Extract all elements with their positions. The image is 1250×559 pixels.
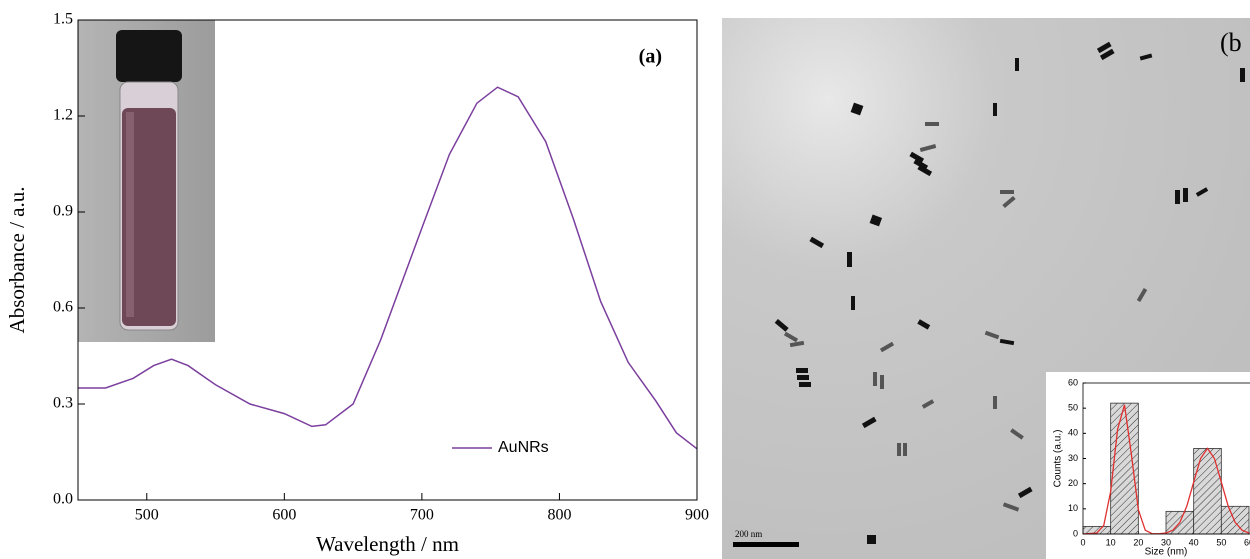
panel-label: (b bbox=[1220, 28, 1242, 57]
y-tick-label: 0.0 bbox=[53, 491, 73, 508]
scale-bar-label: 200 nm bbox=[735, 529, 762, 539]
x-axis-title: Wavelength / nm bbox=[316, 532, 459, 556]
panel-label: (a) bbox=[639, 46, 662, 68]
x-tick-label: 700 bbox=[410, 507, 434, 524]
y-tick-label: 20 bbox=[1068, 478, 1078, 488]
histogram-bar bbox=[1220, 505, 1250, 535]
y-axis-title: Absorbance / a.u. bbox=[5, 187, 29, 334]
x-tick-label: 0 bbox=[1080, 537, 1085, 547]
y-tick-label: 1.5 bbox=[53, 11, 73, 28]
fit-curve bbox=[1082, 404, 1250, 535]
y-tick-label: 0.6 bbox=[53, 299, 73, 316]
y-tick-label: 60 bbox=[1068, 377, 1078, 387]
plot-frame bbox=[77, 19, 698, 501]
histogram-bar bbox=[1193, 448, 1222, 535]
x-tick-label: 600 bbox=[272, 507, 296, 524]
histogram-bar bbox=[1110, 402, 1139, 535]
x-tick-label: 10 bbox=[1106, 537, 1116, 547]
x-tick-label: 60 bbox=[1244, 537, 1250, 547]
tem-image: 200 nm (b bbox=[722, 18, 1250, 559]
y-axis-title: Counts (a.u.) bbox=[1053, 430, 1064, 488]
x-tick-label: 800 bbox=[547, 507, 571, 524]
y-tick-label: 40 bbox=[1068, 428, 1078, 438]
x-axis-title: Size (nm) bbox=[1145, 547, 1188, 558]
x-tick-label: 20 bbox=[1133, 537, 1143, 547]
x-tick-label: 40 bbox=[1189, 537, 1199, 547]
y-tick-label: 50 bbox=[1068, 403, 1078, 413]
y-tick-label: 0 bbox=[1073, 528, 1078, 538]
spectrum-line bbox=[78, 86, 698, 450]
legend-label: AuNRs bbox=[498, 439, 549, 456]
x-tick-label: 500 bbox=[135, 507, 159, 524]
y-tick-label: 30 bbox=[1068, 453, 1078, 463]
y-tick-label: 0.9 bbox=[53, 203, 73, 220]
x-tick-label: 50 bbox=[1216, 537, 1226, 547]
y-tick-label: 0.3 bbox=[53, 395, 73, 412]
photo-inset bbox=[78, 20, 215, 342]
y-tick-label: 10 bbox=[1068, 503, 1078, 513]
plot-frame bbox=[1082, 382, 1250, 535]
x-tick-label: 900 bbox=[685, 507, 709, 524]
y-tick-label: 1.2 bbox=[53, 107, 73, 124]
x-tick-label: 30 bbox=[1161, 537, 1171, 547]
